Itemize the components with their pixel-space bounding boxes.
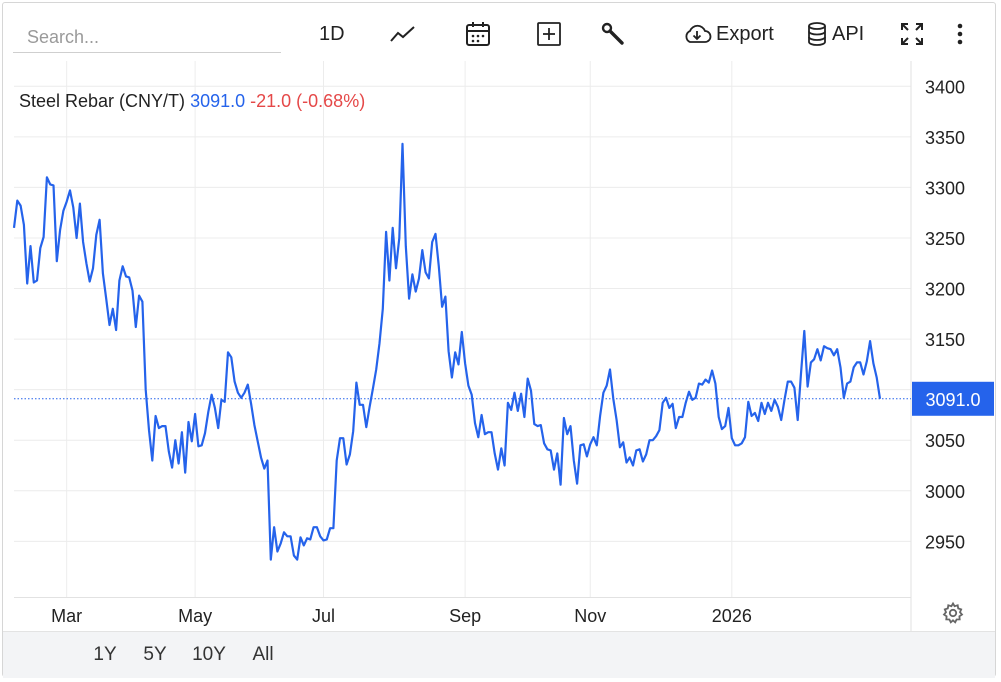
x-tick-label: Jul <box>312 606 335 626</box>
legend-change: -21.0 (-0.68%) <box>250 91 366 111</box>
x-tick-label: Sep <box>449 606 481 626</box>
chart-type-button[interactable] <box>389 17 417 51</box>
last-price-tag <box>912 381 994 416</box>
range-button-10y[interactable]: 10Y <box>192 644 226 665</box>
cloud-download-icon <box>685 24 712 43</box>
gear-icon <box>942 601 964 624</box>
wrench-icon <box>601 22 624 45</box>
calendar-icon <box>466 22 490 46</box>
y-tick-label: 3050 <box>925 431 965 451</box>
x-tick-label: 2026 <box>712 606 752 626</box>
price-chart[interactable]: 2950300030503100315032003250330033503400… <box>3 61 995 633</box>
database-icon <box>808 22 826 46</box>
price-series-line <box>12 142 882 561</box>
chart-settings-button[interactable] <box>941 601 965 630</box>
search-input[interactable] <box>13 23 281 53</box>
line-chart-icon <box>390 26 415 42</box>
range-button-all[interactable]: All <box>252 644 274 665</box>
x-tick-label: Mar <box>51 606 82 626</box>
legend-symbol: Steel Rebar (CNY/T) <box>19 91 186 111</box>
interval-label: 1D <box>319 22 345 45</box>
x-tick-label: May <box>178 606 212 626</box>
more-button[interactable] <box>955 17 965 51</box>
y-tick-label: 3400 <box>925 77 965 97</box>
legend-last-value: 3091.0 <box>190 91 246 111</box>
y-tick-label: 3250 <box>925 229 965 249</box>
last-price-label: 3091.0 <box>925 390 980 410</box>
toolbar: 1D <box>3 3 995 61</box>
api-label: API <box>832 22 865 45</box>
range-button-1y[interactable]: 1Y <box>93 644 117 665</box>
fullscreen-button[interactable] <box>899 17 925 51</box>
y-tick-label: 3350 <box>925 128 965 148</box>
y-tick-label: 3200 <box>925 280 965 300</box>
fullscreen-icon <box>901 23 923 45</box>
compare-button[interactable] <box>536 17 562 51</box>
export-label: Export <box>716 22 774 45</box>
y-tick-label: 3000 <box>925 482 965 502</box>
y-tick-label: 3150 <box>925 330 965 350</box>
date-range-button[interactable] <box>465 17 491 51</box>
more-vertical-icon <box>957 23 963 45</box>
export-button[interactable]: Export <box>682 17 774 51</box>
chart-legend: Steel Rebar (CNY/T) 3091.0 -21.0 (-0.68%… <box>19 91 365 112</box>
y-tick-label: 2950 <box>925 532 965 552</box>
compare-plus-icon <box>537 22 561 46</box>
y-tick-label: 3300 <box>925 178 965 198</box>
x-tick-label: Nov <box>574 606 606 626</box>
range-button-5y[interactable]: 5Y <box>143 644 167 665</box>
api-button[interactable]: API <box>807 17 864 51</box>
tools-button[interactable] <box>600 17 626 51</box>
chart-area[interactable]: 2950300030503100315032003250330033503400… <box>3 61 995 633</box>
interval-button[interactable]: 1D <box>319 17 345 51</box>
range-selector: 1Y 5Y 10Y All <box>3 631 995 678</box>
